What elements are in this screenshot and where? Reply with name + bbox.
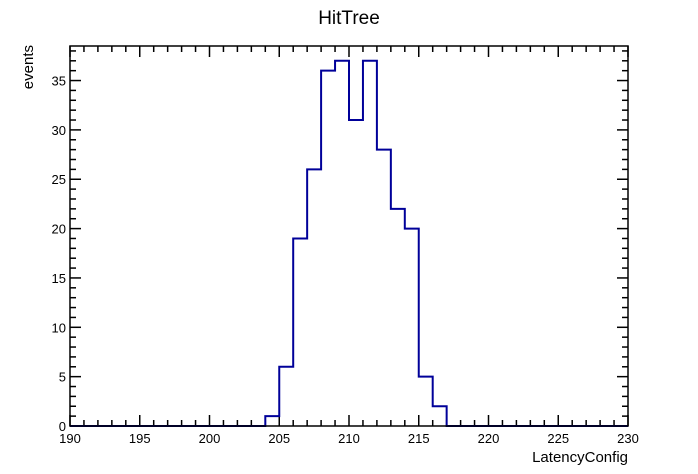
axis-ticks <box>69 46 629 427</box>
x-tick-label: 190 <box>59 431 81 446</box>
y-tick-label: 30 <box>52 123 66 138</box>
x-tick-label: 200 <box>199 431 221 446</box>
x-tick-label: 210 <box>338 431 360 446</box>
histogram-line <box>70 59 628 427</box>
y-tick-label: 0 <box>59 419 66 434</box>
y-tick-label: 15 <box>52 271 66 286</box>
x-tick-label: 195 <box>129 431 151 446</box>
axis-tick-labels: 190 195 200 205 210 215 220 225 230 0 5 10 15 20 25 30 3… <box>52 74 639 446</box>
y-axis-label: events <box>20 45 37 89</box>
x-tick-label: 215 <box>408 431 430 446</box>
x-tick-label: 205 <box>268 431 290 446</box>
chart-title: HitTree <box>318 8 380 29</box>
y-tick-label: 35 <box>52 74 66 89</box>
x-tick-label: 230 <box>617 431 639 446</box>
y-tick-label: 10 <box>52 320 66 335</box>
x-tick-label: 220 <box>478 431 500 446</box>
y-tick-label: 25 <box>52 172 66 187</box>
x-axis-label: LatencyConfig <box>532 449 628 466</box>
y-tick-label: 20 <box>52 222 66 237</box>
x-tick-label: 225 <box>547 431 569 446</box>
plot-frame <box>69 45 629 427</box>
y-tick-label: 5 <box>59 370 66 385</box>
